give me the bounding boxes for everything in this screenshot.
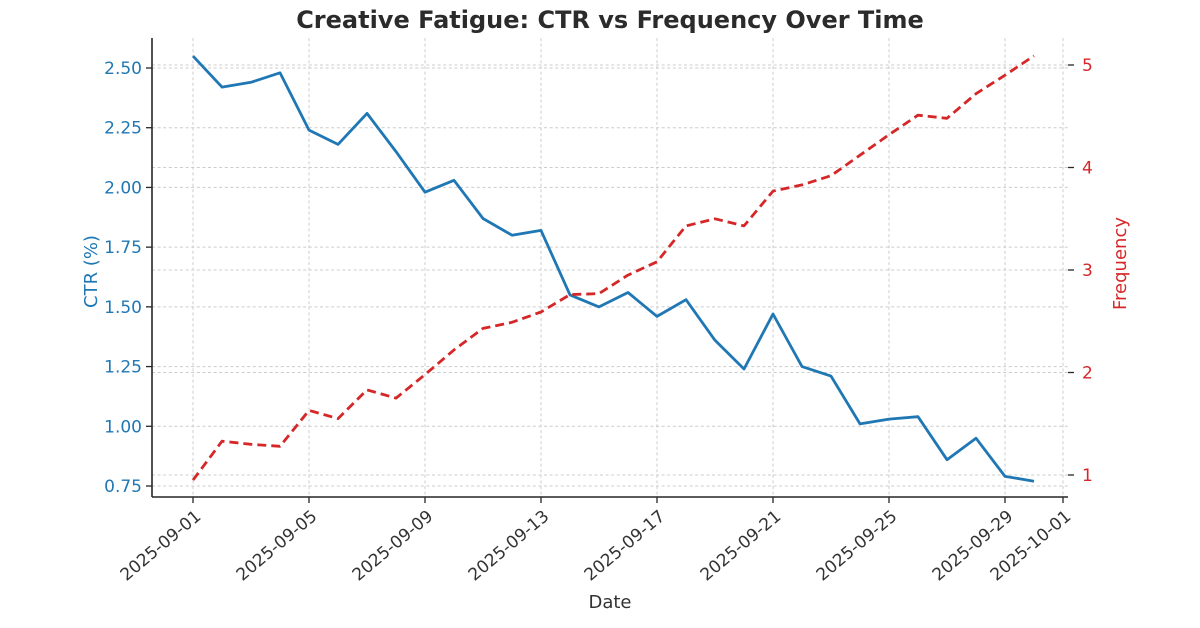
left-tick-label: 2.25	[104, 119, 142, 139]
left-tick-labels: 0.75 1.00 1.25 1.50 1.75 2.00 2.25 2.50	[104, 59, 142, 497]
right-tick-label: 5	[1082, 56, 1093, 76]
series-lines	[191, 54, 1035, 483]
right-tick-label: 4	[1082, 159, 1093, 179]
series-line-ctr	[191, 55, 1035, 483]
left-tick-label: 1.00	[104, 417, 142, 437]
left-tick-label: 1.50	[104, 298, 142, 318]
x-tick-label: 2025-09-21	[697, 507, 786, 586]
right-tick-label: 3	[1082, 261, 1093, 281]
chart-title: Creative Fatigue: CTR vs Frequency Over …	[296, 6, 924, 34]
right-tick-labels: 1 2 3 4 5	[1082, 56, 1093, 486]
x-tick-label: 2025-09-13	[465, 507, 554, 586]
x-tick-labels: 2025-09-01 2025-09-05 2025-09-09 2025-09-13…	[117, 507, 1076, 586]
right-tick-label: 1	[1082, 466, 1093, 486]
axes-spines	[151, 38, 1068, 498]
right-tick-label: 2	[1082, 364, 1093, 384]
series-line-frequency	[191, 54, 1035, 481]
x-tick-label: 2025-09-05	[233, 507, 322, 586]
x-axis-title: Date	[588, 592, 632, 613]
x-tick-label: 2025-09-01	[117, 507, 206, 586]
x-tick-label: 2025-09-25	[813, 507, 902, 586]
left-tick-label: 2.00	[104, 178, 142, 198]
left-tick-label: 0.75	[104, 477, 142, 497]
x-tick-label: 2025-09-09	[349, 507, 438, 586]
gridlines	[152, 38, 1068, 497]
left-tick-label: 2.50	[104, 59, 142, 79]
x-tick-label: 2025-09-17	[581, 507, 670, 586]
tick-marks	[146, 64, 1074, 503]
left-tick-label: 1.25	[104, 358, 142, 378]
left-tick-label: 1.75	[104, 238, 142, 258]
